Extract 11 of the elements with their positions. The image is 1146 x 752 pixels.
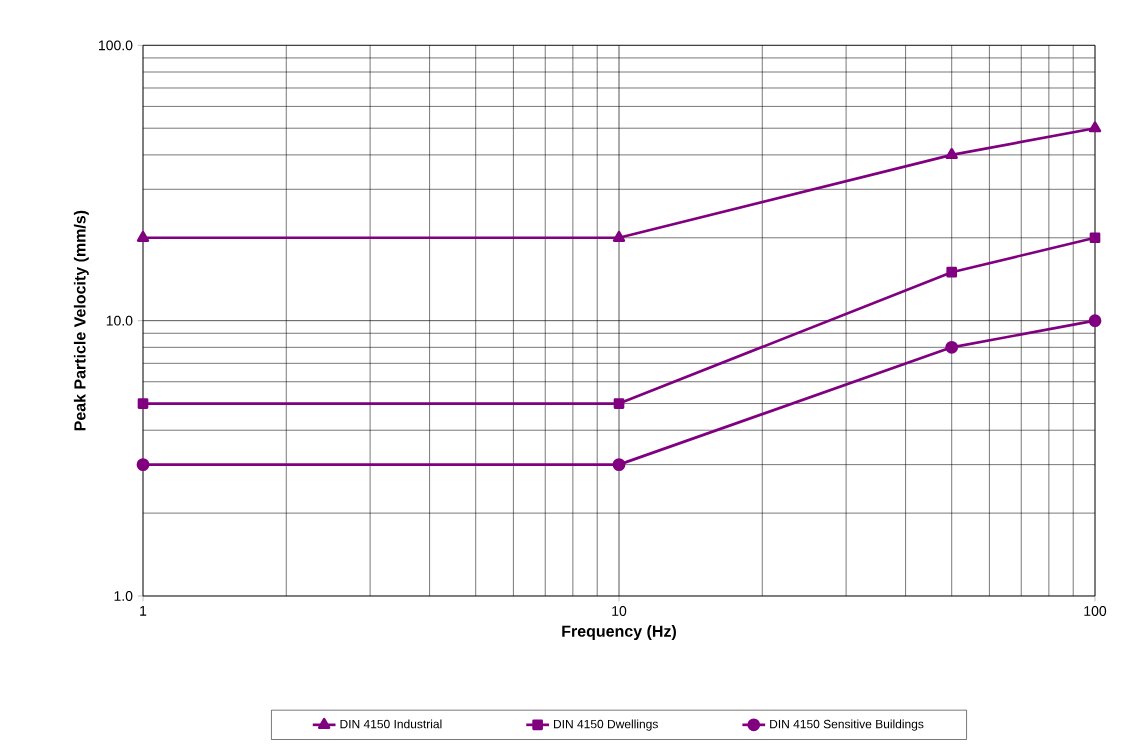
x-axis-title: Frequency (Hz): [562, 625, 676, 641]
y-tick-label: 1.0: [114, 591, 133, 601]
legend-label: DIN 4150 Sensitive Buildings: [770, 719, 924, 731]
legend-label: DIN 4150 Industrial: [340, 719, 442, 729]
x-tick-label: 1: [140, 606, 147, 616]
y-tick-label: 100.0: [99, 40, 133, 51]
y-axis-title: Peak Particle Velocity (mm/s): [73, 210, 89, 431]
x-tick-label: 100: [1084, 606, 1107, 616]
x-tick-label: 10: [612, 606, 627, 616]
y-tick-label: 10.0: [106, 315, 133, 326]
legend-label: DIN 4150 Dwellings: [553, 719, 658, 731]
